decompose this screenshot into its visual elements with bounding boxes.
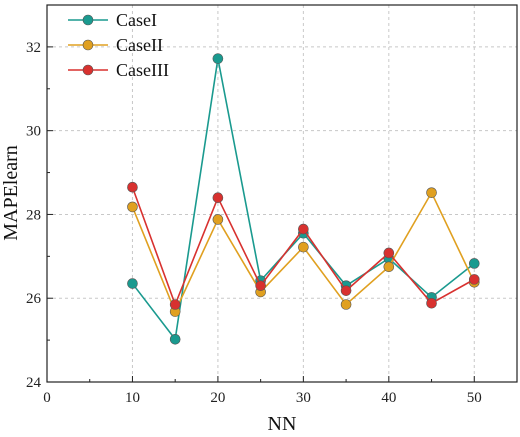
data-point xyxy=(383,247,395,259)
data-point xyxy=(468,274,480,285)
data-point xyxy=(169,299,181,310)
legend-label: CaseI xyxy=(116,10,157,30)
data-point xyxy=(340,299,352,310)
x-tick-label: 10 xyxy=(125,390,140,406)
data-point xyxy=(468,258,480,269)
data-point xyxy=(255,280,266,291)
legend: CaseI CaseII CaseIII xyxy=(68,10,169,80)
y-tick-label: 26 xyxy=(26,291,42,307)
legend-item: CaseI xyxy=(68,10,157,30)
legend-item: CaseII xyxy=(68,35,163,55)
series-layer xyxy=(127,53,480,345)
data-point xyxy=(340,285,352,296)
legend-marker xyxy=(82,64,94,76)
data-point xyxy=(127,201,138,213)
x-tick-label: 20 xyxy=(210,390,225,406)
data-point xyxy=(169,333,181,345)
legend-item: CaseIII xyxy=(68,60,169,80)
legend-marker xyxy=(82,14,94,26)
y-tick-label: 24 xyxy=(26,375,42,391)
data-point xyxy=(127,278,138,289)
data-point xyxy=(298,241,309,253)
y-tick-label: 32 xyxy=(26,40,41,56)
grid xyxy=(47,5,517,382)
y-tick-label: 28 xyxy=(26,207,41,223)
series-CaseIII xyxy=(127,181,480,310)
plot-area-frame xyxy=(46,4,518,383)
axes: 0 10 20 30 40 50 24 26 28 30 32 xyxy=(26,40,482,406)
data-point xyxy=(426,187,437,198)
data-point xyxy=(212,214,224,225)
x-tick-label: 50 xyxy=(467,390,482,406)
series-CaseII xyxy=(127,187,480,317)
x-tick-label: 40 xyxy=(381,390,396,406)
y-axis-title: MAPElearn xyxy=(0,145,22,241)
data-point xyxy=(383,261,395,273)
x-tick-label: 0 xyxy=(43,390,51,406)
x-tick-label: 30 xyxy=(296,390,311,406)
data-point xyxy=(212,192,224,203)
data-point xyxy=(127,181,138,193)
data-point xyxy=(212,53,224,64)
data-point xyxy=(298,223,309,235)
legend-label: CaseII xyxy=(116,35,163,55)
y-tick-label: 30 xyxy=(26,124,41,140)
legend-marker xyxy=(82,39,94,51)
x-axis-title: NN xyxy=(268,413,297,435)
data-point xyxy=(426,297,437,309)
legend-label: CaseIII xyxy=(116,60,169,80)
